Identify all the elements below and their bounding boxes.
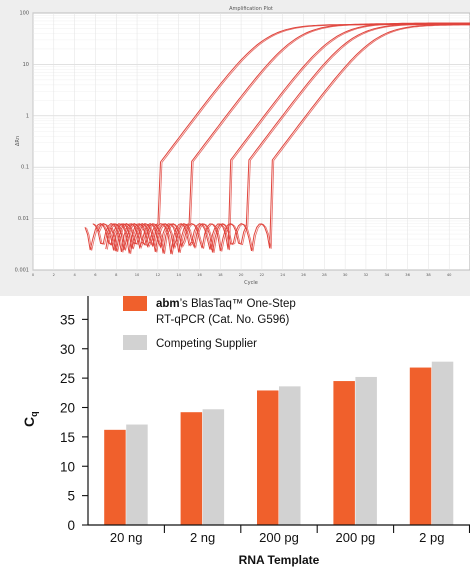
- amplification-plot: Amplification Plot Cycle ΔRn 0.001 0.01 0.…: [15, 6, 470, 286]
- legend-swatch-abm: [123, 296, 147, 311]
- legend-label-competitor: Competing Supplier: [156, 338, 257, 350]
- legend-label-abm: abm’s BlasTaq™ One-Step: [156, 298, 296, 310]
- bar-ytick-label: 25: [60, 371, 75, 386]
- bar-abm: [257, 390, 279, 525]
- bar-category-label: 2 ng: [190, 530, 215, 545]
- bar-ytick-label: 30: [60, 342, 75, 357]
- amp-xtick-label: 2: [53, 273, 55, 277]
- amp-curve-replicate: [112, 24, 470, 253]
- bar-abm: [409, 367, 432, 525]
- amp-xtick-label: 14: [176, 273, 181, 277]
- bar-ylabel: Cq: [21, 411, 39, 427]
- bar-ytick-label: 35: [60, 312, 75, 327]
- bar-category-label: 200 pg: [259, 530, 299, 545]
- bar-category-label: 20 ng: [110, 530, 143, 545]
- amp-xtick-label: 24: [280, 273, 285, 277]
- bar-competitor: [431, 361, 454, 525]
- amp-xtick-label: 0: [32, 273, 35, 277]
- amp-xtick-label: 36: [405, 273, 410, 277]
- amp-xtick-label: 12: [156, 273, 161, 277]
- bar-abm: [333, 381, 355, 525]
- amp-xtick-label: 20: [239, 273, 244, 277]
- amp-ytick-label: 10: [23, 62, 29, 68]
- amp-xtick-label: 40: [447, 273, 452, 277]
- amp-curve-replicate: [106, 23, 470, 254]
- amp-title: Amplification Plot: [229, 6, 273, 12]
- amp-ytick-label: 100: [19, 11, 29, 17]
- amp-xtick-label: 6: [94, 273, 97, 277]
- amp-plot-area: [32, 12, 470, 271]
- amp-xtick-label: 16: [197, 273, 202, 277]
- legend-swatch-competitor: [123, 335, 147, 350]
- bar-ytick-label: 20: [60, 401, 75, 416]
- amp-xtick-label: 22: [260, 273, 265, 277]
- bar-category-label: 200 pg: [336, 530, 376, 545]
- amp-ytick-label: 1: [26, 113, 29, 119]
- amp-ytick-label: 0.1: [21, 165, 29, 171]
- amp-curve: [97, 22, 470, 255]
- amp-xtick-label: 30: [343, 273, 348, 277]
- amp-ylabel: ΔRn: [15, 136, 21, 146]
- bar-ytick-label: 0: [67, 518, 75, 533]
- legend-label-abm-line2: RT-qPCR (Cat. No. G596): [156, 314, 290, 326]
- amp-xtick-label: 18: [218, 273, 223, 277]
- amp-xlabel: Cycle: [244, 280, 258, 286]
- bar-competitor: [355, 376, 377, 525]
- bar-competitor: [279, 386, 301, 525]
- amp-xtick-label: 32: [364, 273, 369, 277]
- bar-abm: [104, 429, 126, 525]
- amplification-plot-panel: Amplification Plot Cycle ΔRn 0.001 0.01 0.…: [0, 0, 470, 288]
- amp-ytick-label: 0.001: [15, 268, 29, 274]
- amp-xtick-label: 8: [115, 273, 118, 277]
- bar-ytick-label: 40: [60, 296, 75, 298]
- bar-competitor: [126, 424, 148, 525]
- bar-category-label: 2 pg: [419, 530, 444, 545]
- amp-xtick-label: 4: [73, 273, 76, 277]
- bar-legend: abm’s BlasTaq™ One-Step RT-qPCR (Cat. No…: [123, 296, 296, 350]
- cq-bar-chart: 0 5 10 15 20 25 30 35 40 20 ng 2 ng 200 pg 200 pg 2 …: [21, 296, 470, 567]
- amp-curve: [110, 24, 470, 253]
- amp-xtick-label: 28: [322, 273, 327, 277]
- amp-ytick-label: 0.01: [18, 216, 29, 222]
- bar-ytick-label: 10: [60, 459, 75, 474]
- bar-ytick-label: 15: [60, 430, 75, 445]
- bar-xlabel: RNA Template: [239, 553, 320, 567]
- amp-xtick-label: 34: [384, 273, 389, 277]
- amp-xtick-label: 10: [135, 273, 140, 277]
- bar-abm: [180, 412, 203, 525]
- amp-curve: [105, 23, 470, 254]
- cq-bar-chart-panel: 0 5 10 15 20 25 30 35 40 20 ng 2 ng 200 pg 200 pg 2 …: [0, 296, 470, 582]
- amp-curve-replicate: [99, 23, 470, 255]
- bar-ytick-label: 5: [67, 489, 75, 504]
- amp-xtick-label: 38: [426, 273, 431, 277]
- bar-competitor: [202, 409, 225, 525]
- amp-xtick-label: 26: [301, 273, 306, 277]
